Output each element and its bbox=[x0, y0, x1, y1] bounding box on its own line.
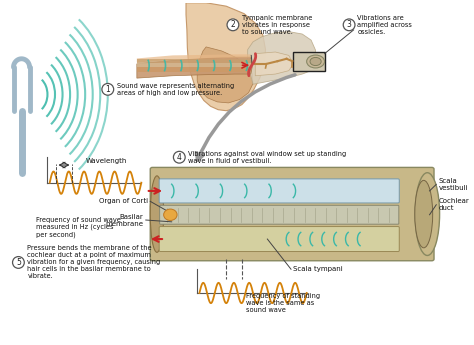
Text: 3: 3 bbox=[346, 20, 352, 29]
Text: Scala
vestibuli: Scala vestibuli bbox=[438, 178, 468, 191]
FancyBboxPatch shape bbox=[159, 227, 399, 252]
Text: Organ of Corti: Organ of Corti bbox=[99, 198, 148, 204]
Ellipse shape bbox=[150, 176, 164, 252]
Text: Tympanic membrane
vibrates in response
to sound wave.: Tympanic membrane vibrates in response t… bbox=[242, 15, 312, 35]
Text: 2: 2 bbox=[230, 20, 235, 29]
Text: Pressure bends the membrane of the
cochlear duct at a point of maximum
vibration: Pressure bends the membrane of the cochl… bbox=[27, 245, 161, 279]
Polygon shape bbox=[255, 52, 293, 76]
Polygon shape bbox=[137, 57, 252, 78]
Polygon shape bbox=[137, 55, 251, 62]
Polygon shape bbox=[186, 3, 265, 111]
Text: 1: 1 bbox=[105, 85, 110, 94]
Text: Vibrations against oval window set up standing
wave in fluid of vestibuli.: Vibrations against oval window set up st… bbox=[188, 151, 346, 164]
Polygon shape bbox=[248, 32, 316, 84]
Ellipse shape bbox=[415, 173, 439, 255]
Polygon shape bbox=[197, 47, 253, 103]
FancyBboxPatch shape bbox=[150, 167, 434, 261]
Ellipse shape bbox=[415, 180, 433, 248]
Text: Cochlear
duct: Cochlear duct bbox=[438, 198, 469, 211]
FancyBboxPatch shape bbox=[159, 179, 399, 203]
Text: Frequency of sound wave
measured in Hz (cycles
per second): Frequency of sound wave measured in Hz (… bbox=[36, 217, 121, 238]
Text: Scala tympani: Scala tympani bbox=[293, 266, 343, 272]
Text: Vibrations are
amplified across
ossicles.: Vibrations are amplified across ossicles… bbox=[357, 15, 412, 35]
FancyBboxPatch shape bbox=[293, 52, 325, 71]
Text: Frequency of standing
wave is the same as
sound wave: Frequency of standing wave is the same a… bbox=[246, 293, 320, 313]
Text: Wavelength: Wavelength bbox=[85, 158, 127, 164]
Ellipse shape bbox=[164, 209, 177, 220]
Polygon shape bbox=[137, 67, 251, 72]
Polygon shape bbox=[137, 63, 251, 67]
Text: 4: 4 bbox=[177, 153, 182, 162]
Ellipse shape bbox=[310, 57, 321, 66]
Polygon shape bbox=[137, 59, 251, 63]
Ellipse shape bbox=[307, 55, 325, 68]
Text: Basilar
membrane: Basilar membrane bbox=[106, 214, 144, 227]
FancyBboxPatch shape bbox=[160, 205, 399, 224]
Text: Sound wave represents alternating
areas of high and low pressure.: Sound wave represents alternating areas … bbox=[117, 83, 234, 96]
Text: 5: 5 bbox=[16, 258, 21, 267]
